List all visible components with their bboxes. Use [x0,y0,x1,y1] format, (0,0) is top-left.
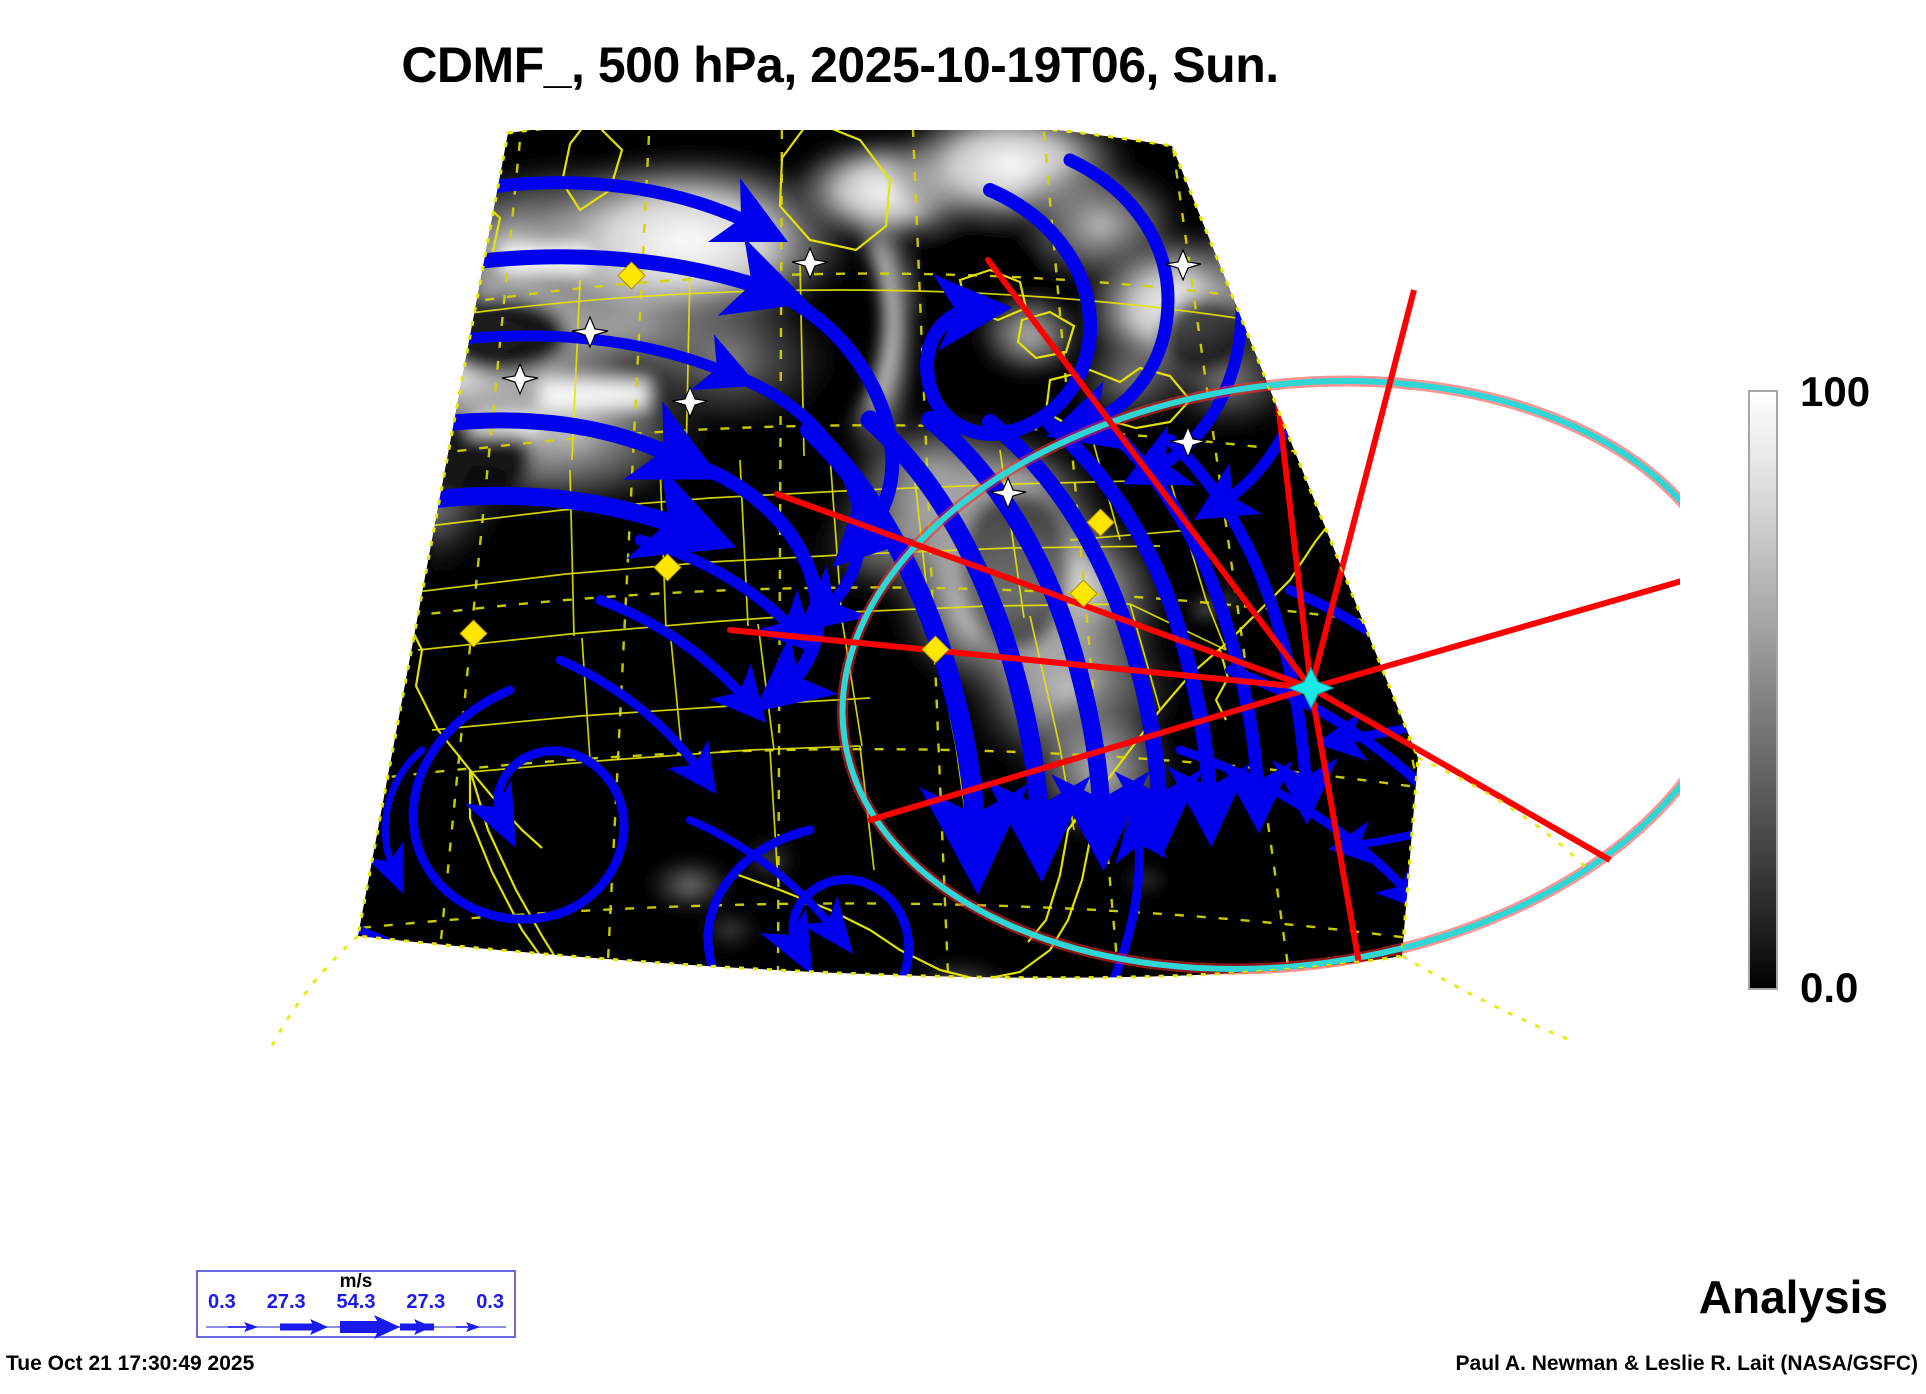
station-star[interactable] [791,246,829,280]
radial-line [774,491,1314,691]
graticule-outside [268,756,1592,1051]
colorbar-max-label: 100 [1800,368,1871,415]
map-canvas[interactable] [170,130,1680,1260]
colorbar-gradient [1748,390,1778,990]
generation-timestamp: Tue Oct 21 17:30:49 2025 [6,1352,255,1375]
radial-line [867,685,1314,823]
radial-line [985,257,1314,691]
station-star[interactable] [1169,425,1207,459]
hub-marker-icon[interactable] [1287,666,1335,710]
colorbar-min-label: 0.0 [1800,964,1859,1011]
station-star[interactable] [671,385,709,419]
radial-line [1308,685,1418,863]
station-diamond[interactable] [617,261,646,290]
station-star[interactable] [989,476,1027,510]
page-title: CDMF_, 500 hPa, 2025-10-19T06, Sun. [401,37,1279,93]
map-panel[interactable] [170,130,1680,1260]
station-star[interactable] [1164,248,1202,282]
wind-legend-tick-labels: 0.3 27.3 54.3 27.3 0.3 [198,1291,514,1313]
radial-line [1308,567,1418,691]
wind-legend-tick: 54.3 [336,1291,376,1313]
wind-legend-tick: 27.3 [266,1291,306,1313]
station-star[interactable] [501,362,539,396]
radial-line [1308,685,1391,978]
station-star[interactable] [383,482,421,516]
wind-legend-unit-label: m/s [339,1271,373,1292]
colorbar: 100 0.0 [1748,368,1918,1011]
station-diamond[interactable] [1086,508,1115,537]
station-markers-layer[interactable] [383,246,1335,710]
station-diamond[interactable] [921,635,950,664]
analysis-label: Analysis [1698,1271,1888,1323]
radial-line [727,627,1314,691]
wind-legend-tick: 27.3 [406,1291,446,1313]
credits-line: Paul A. Newman & Leslie R. Lait (NASA/GS… [1455,1352,1918,1375]
wind-legend-tick: 0.3 [208,1291,236,1313]
wind-legend-arrow-scale [198,1315,514,1339]
station-diamond[interactable] [459,619,488,648]
wind-legend-tick: 0.3 [476,1291,504,1313]
domain-ellipse [837,375,1418,975]
station-diamond[interactable] [1069,579,1098,608]
station-diamond[interactable] [653,553,682,582]
wind-speed-legend: m/s 0.3 27.3 54.3 27.3 0.3 [196,1270,516,1339]
map-body [358,130,1418,978]
station-star[interactable] [571,315,609,349]
